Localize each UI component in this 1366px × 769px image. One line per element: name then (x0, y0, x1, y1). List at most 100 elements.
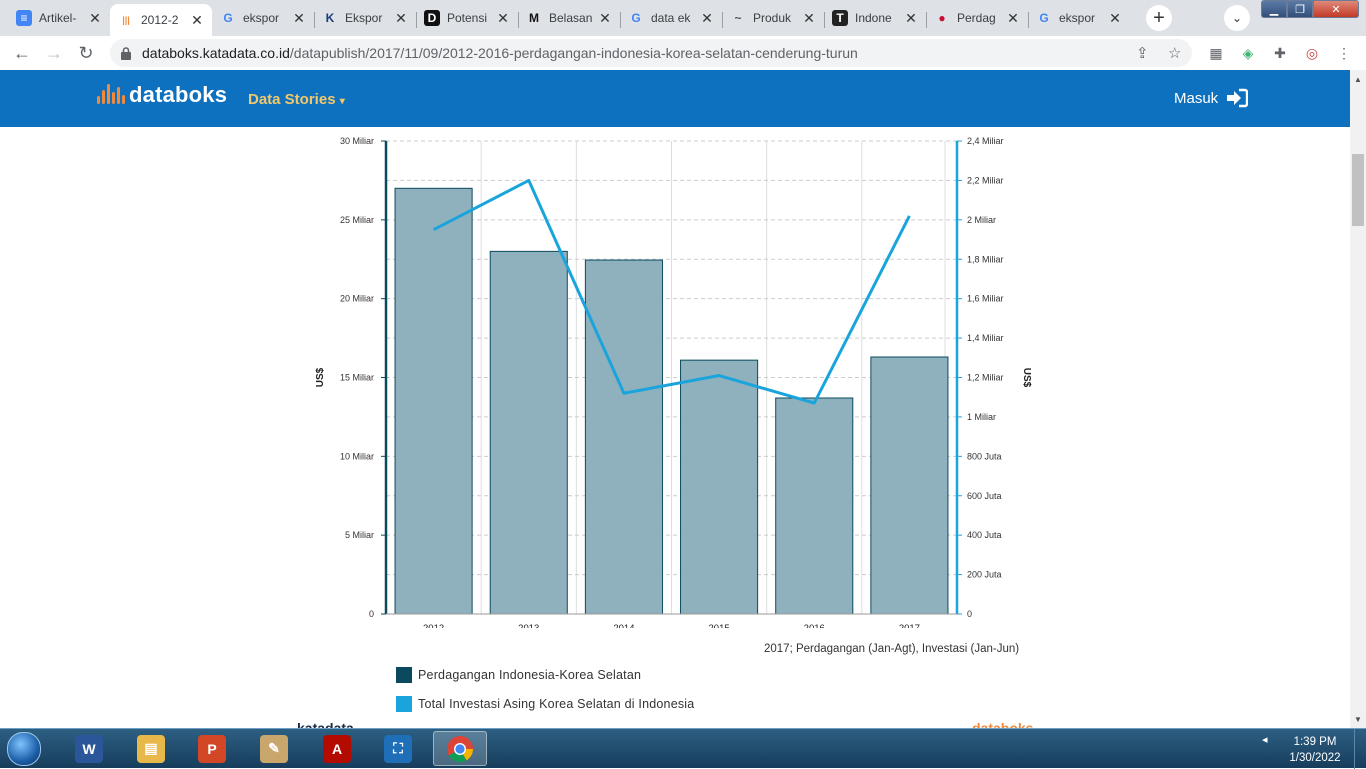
bookmark-star-icon[interactable]: ☆ (1168, 45, 1182, 62)
maximize-button[interactable]: ❐ (1287, 0, 1313, 18)
google-docs-icon: ≡ (16, 10, 32, 26)
tab-separator (926, 12, 927, 28)
google-icon: G (223, 11, 233, 25)
tab-close-icon[interactable]: ✕ (497, 9, 509, 26)
login-button[interactable]: Masuk (1174, 88, 1249, 108)
scroll-up-arrow-icon[interactable]: ▲ (1354, 74, 1362, 84)
kemendag-icon: K (325, 11, 335, 25)
x-tick-label: 2015 (709, 623, 730, 628)
tab-separator (620, 12, 621, 28)
tab-title: Produk (753, 11, 792, 25)
system-clock[interactable]: 1:39 PM 1/30/2022 (1282, 734, 1348, 766)
paint-app-button[interactable]: ✎ (247, 731, 301, 766)
tab-close-icon[interactable]: ✕ (905, 9, 917, 26)
page-scrollbar[interactable] (1350, 70, 1366, 728)
reload-button[interactable]: ↻ (78, 42, 94, 63)
right-tick-label: 1,6 Miliar (967, 294, 1004, 304)
start-button[interactable] (3, 730, 45, 768)
browser-tab-0[interactable]: ≡ Artikel- ✕ (8, 4, 110, 32)
tab-close-icon[interactable]: ✕ (599, 9, 611, 26)
chrome-app-icon (446, 735, 474, 763)
tab-search-button[interactable]: ⌄ (1224, 5, 1250, 31)
snipping-app-icon: ⛶ (384, 734, 412, 763)
tab-close-icon[interactable]: ✕ (293, 9, 305, 26)
login-arrow-icon (1226, 88, 1249, 108)
browser-tab-7[interactable]: ~ Produk ✕ (722, 4, 824, 32)
paint-app-icon: ✎ (260, 734, 288, 763)
right-tick-label: 0 (967, 609, 972, 619)
login-label: Masuk (1174, 89, 1219, 107)
right-tick-label: 2 Miliar (967, 215, 996, 225)
bar-2014 (584, 259, 663, 615)
left-tick-label: 5 Miliar (345, 530, 374, 540)
share-icon[interactable]: ⇪ (1136, 45, 1149, 62)
address-bar[interactable]: databoks.katadata.co.id/datapublish/2017… (110, 39, 1192, 67)
tab-close-icon[interactable]: ✕ (803, 9, 815, 26)
x-tick-label: 2017 (899, 623, 920, 628)
back-button[interactable]: ← (13, 42, 31, 63)
left-tick-label: 0 (369, 609, 374, 619)
logo-text: databoks (129, 82, 228, 107)
tab-close-icon[interactable]: ✕ (89, 9, 101, 26)
powerpoint-app-button[interactable]: P (185, 731, 239, 766)
tab-close-icon[interactable]: ✕ (1109, 9, 1121, 26)
tab-close-icon[interactable]: ✕ (395, 9, 407, 26)
legend-item-trade[interactable]: Perdagangan Indonesia-Korea Selatan (396, 667, 641, 683)
acrobat-app-button[interactable]: A (310, 731, 364, 766)
browser-tab-1[interactable]: ||| 2012-2 ✕ (110, 4, 212, 36)
x-tick-label: 2012 (423, 623, 444, 628)
data-stories-menu[interactable]: Data Stories ▾ (248, 91, 345, 108)
minimize-button[interactable]: ▁ (1261, 0, 1287, 18)
databoks-logo-icon (97, 82, 127, 108)
browser-tab-3[interactable]: K Ekspor ✕ (314, 4, 416, 32)
databoks-logo[interactable]: databoks (97, 82, 227, 108)
forward-button[interactable]: → (45, 42, 63, 63)
tab-close-icon[interactable]: ✕ (1007, 9, 1019, 26)
scroll-thumb[interactable] (1352, 154, 1364, 226)
browser-tab-8[interactable]: T Indone ✕ (824, 4, 926, 32)
clock-date: 1/30/2022 (1289, 752, 1341, 764)
scroll-down-arrow-icon[interactable]: ▼ (1354, 714, 1362, 724)
legend-label-investment: Total Investasi Asing Korea Selatan di I… (418, 697, 695, 711)
tray-expand-icon[interactable]: ◂ (1262, 734, 1268, 746)
tab-title: Perdag (957, 11, 996, 25)
tab-close-icon[interactable]: ✕ (191, 11, 203, 28)
tab-separator (1028, 12, 1029, 28)
word-app-button[interactable]: W (62, 731, 116, 766)
browser-tab-5[interactable]: M Belasan ✕ (518, 4, 620, 32)
t-logo-icon: T (832, 10, 848, 26)
bar-2013 (489, 250, 568, 615)
tab-close-icon[interactable]: ✕ (701, 9, 713, 26)
snipping-app-button[interactable]: ⛶ (371, 731, 425, 766)
browser-tab-4[interactable]: D Potensi ✕ (416, 4, 518, 32)
close-window-button[interactable]: ✕ (1313, 0, 1359, 18)
browser-tab-9[interactable]: ● Perdag ✕ (926, 4, 1028, 32)
right-tick-label: 600 Juta (967, 491, 1002, 501)
tab-separator (518, 12, 519, 28)
evernote-extension-icon[interactable]: ◈ (1242, 44, 1254, 61)
legend-item-investment[interactable]: Total Investasi Asing Korea Selatan di I… (396, 696, 694, 712)
show-desktop-button[interactable] (1354, 729, 1366, 769)
right-tick-label: 400 Juta (967, 530, 1002, 540)
tab-title: Artikel- (39, 11, 77, 25)
chevron-down-icon: ▾ (339, 96, 345, 107)
new-tab-button[interactable]: + (1146, 5, 1172, 31)
medium-icon: M (529, 11, 539, 25)
tab-title: Indone (855, 11, 892, 25)
tab-title: Potensi (447, 11, 488, 25)
extensions-puzzle-icon[interactable]: ✚ (1274, 44, 1286, 61)
menu-kebab-icon[interactable]: ⋮ (1337, 44, 1351, 61)
right-tick-label: 1 Miliar (967, 412, 996, 422)
x-tick-label: 2013 (518, 623, 539, 628)
url-host: databoks.katadata.co.id (142, 45, 290, 61)
qr-extension-icon[interactable]: ▦ (1209, 44, 1223, 61)
profile-extension-icon[interactable]: ◎ (1305, 44, 1319, 61)
legend-label-trade: Perdagangan Indonesia-Korea Selatan (418, 668, 642, 682)
tab-title: Belasan (549, 11, 593, 25)
chrome-app-button[interactable] (433, 731, 487, 766)
explorer-app-button[interactable]: ▤ (124, 731, 178, 766)
